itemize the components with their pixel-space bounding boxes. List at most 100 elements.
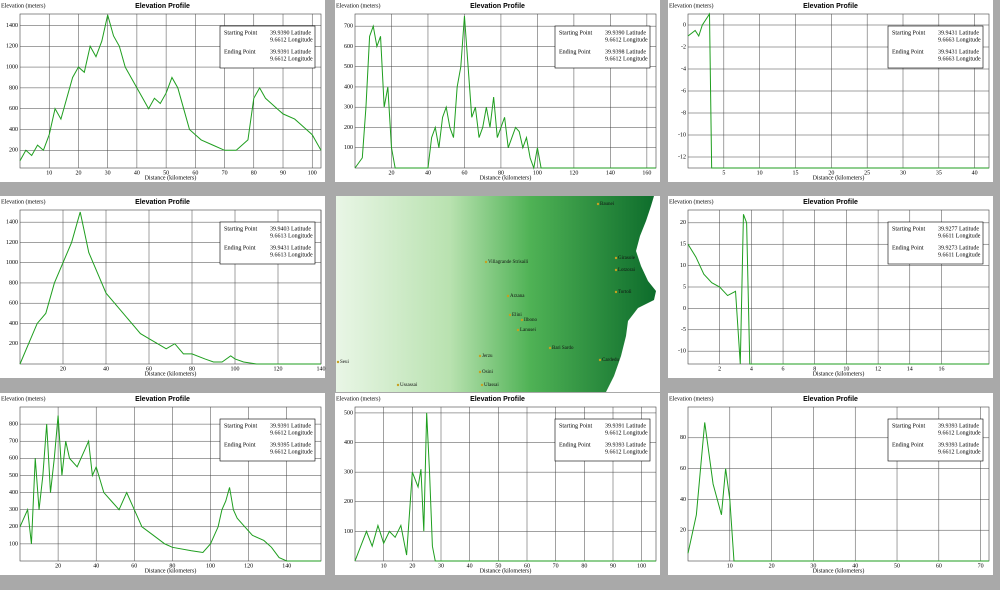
legend-end-lat: 39.9398 Latitude	[605, 49, 646, 55]
y-tick-label: 400	[9, 127, 18, 133]
x-tick-label: 140	[317, 366, 326, 372]
place-label: Tortolì	[618, 290, 632, 295]
y-tick-label: 1400	[6, 220, 18, 226]
legend-start-label: Starting Point	[892, 423, 926, 429]
x-tick-label: 100	[206, 563, 215, 569]
y-tick-label: 200	[9, 341, 18, 347]
chart-title: Elevation Profile	[135, 199, 190, 206]
y-axis-label: Elevation (meters)	[1, 198, 45, 205]
y-tick-label: 800	[9, 85, 18, 91]
elevation-panel: Elevation Profile Elevation (meters) Dista…	[335, 0, 660, 182]
elevation-panel: Elevation Profile Elevation (meters) Dista…	[335, 393, 660, 575]
y-axis-label: Elevation (meters)	[336, 2, 380, 9]
legend-start-label: Starting Point	[224, 226, 258, 232]
y-tick-label: 400	[344, 84, 353, 90]
x-axis-label: Distance (kilometers)	[480, 567, 532, 574]
y-tick-label: 800	[9, 421, 18, 427]
x-tick-label: 140	[282, 563, 291, 569]
x-tick-label: 25	[864, 170, 870, 176]
y-tick-label: 200	[9, 524, 18, 530]
legend-start-label: Starting Point	[224, 423, 258, 429]
legend-end-label: Ending Point	[559, 49, 591, 55]
elevation-panel: Elevation Profile Elevation (meters) Dista…	[0, 0, 325, 182]
x-tick-label: 20	[769, 563, 775, 569]
legend	[887, 25, 984, 69]
place-marker	[598, 358, 602, 362]
x-tick-label: 10	[727, 563, 733, 569]
legend-start-lat: 39.9393 Latitude	[938, 423, 979, 429]
legend-end-label: Ending Point	[892, 49, 924, 55]
x-tick-label: 40	[425, 170, 431, 176]
x-tick-label: 10	[46, 170, 52, 176]
place-label: Bari Sardo	[552, 346, 574, 351]
elevation-panel: Elevation Profile Elevation (meters) Dista…	[0, 196, 326, 378]
chart-title: Elevation Profile	[803, 396, 858, 403]
legend	[554, 418, 651, 462]
chart-title: Elevation Profile	[803, 199, 858, 206]
x-tick-label: 14	[907, 366, 913, 372]
place-marker	[484, 260, 488, 264]
x-tick-label: 90	[610, 563, 616, 569]
place-label: Jerzu	[482, 354, 493, 359]
legend-end-label: Ending Point	[224, 49, 256, 55]
x-axis-label: Distance (kilometers)	[145, 370, 197, 377]
x-tick-label: 20	[75, 170, 81, 176]
y-tick-label: 100	[344, 529, 353, 535]
elevation-line	[19, 415, 321, 562]
elevation-line	[19, 211, 321, 365]
y-tick-label: 1400	[6, 23, 18, 29]
x-tick-label: 30	[900, 170, 906, 176]
x-axis-label: Distance (kilometers)	[813, 370, 865, 377]
elevation-line	[19, 14, 322, 161]
legend-start-lon: 9.6611 Longitude	[938, 233, 981, 239]
legend-start-lon: 9.6612 Longitude	[605, 430, 648, 436]
legend-start-label: Starting Point	[559, 30, 593, 36]
x-tick-label: 40	[134, 170, 140, 176]
legend	[219, 221, 316, 265]
sea	[606, 196, 660, 392]
place-marker	[396, 383, 400, 387]
x-tick-label: 70	[222, 170, 228, 176]
y-tick-label: 500	[344, 410, 353, 416]
x-tick-label: 60	[146, 366, 152, 372]
y-axis-label: Elevation (meters)	[669, 395, 713, 402]
x-tick-label: 60	[192, 170, 198, 176]
y-tick-label: -2	[681, 44, 686, 50]
elevation-panel: Elevation Profile Elevation (meters) Dista…	[668, 196, 993, 378]
legend-start-lon: 9.6613 Longitude	[270, 233, 313, 239]
y-tick-label: -10	[678, 132, 686, 138]
x-axis-label: Distance (kilometers)	[145, 174, 197, 181]
plot-frame	[19, 13, 322, 169]
x-tick-label: 2	[718, 366, 721, 372]
x-tick-label: 50	[495, 563, 501, 569]
legend	[554, 25, 651, 69]
place-marker	[548, 346, 552, 350]
x-tick-label: 60	[461, 170, 467, 176]
x-tick-label: 120	[274, 366, 283, 372]
legend-end-label: Ending Point	[224, 442, 256, 448]
legend-start-lat: 39.9277 Latitude	[938, 226, 979, 232]
y-tick-label: 15	[680, 242, 686, 248]
plot-frame	[19, 209, 322, 365]
y-tick-label: 100	[9, 541, 18, 547]
plot-frame	[354, 13, 657, 169]
legend-start-label: Starting Point	[559, 423, 593, 429]
place-marker	[478, 354, 482, 358]
y-tick-label: 600	[9, 301, 18, 307]
x-tick-label: 10	[843, 366, 849, 372]
legend-end-lon: 9.6612 Longitude	[605, 449, 648, 455]
x-tick-label: 20	[828, 170, 834, 176]
legend-end-lat: 39.9431 Latitude	[270, 245, 311, 251]
place-marker	[614, 256, 618, 260]
elevation-line	[354, 15, 656, 170]
y-tick-label: -8	[681, 110, 686, 116]
legend-start-lon: 9.6612 Longitude	[938, 430, 981, 436]
y-tick-label: 500	[9, 473, 18, 479]
y-axis-label: Elevation (meters)	[336, 395, 380, 402]
y-tick-label: 20	[680, 220, 686, 226]
place-label: Girasole	[618, 256, 636, 261]
x-tick-label: 100	[533, 170, 542, 176]
place-label: Ilbono	[524, 318, 538, 323]
y-tick-label: 300	[344, 470, 353, 476]
legend-end-lat: 39.9431 Latitude	[938, 49, 979, 55]
